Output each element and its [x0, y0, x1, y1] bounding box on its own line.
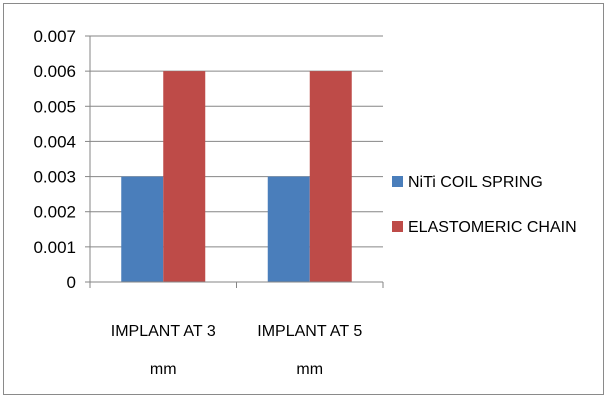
legend-swatch — [392, 176, 403, 187]
legend-label: ELASTOMERIC CHAIN — [408, 219, 577, 236]
y-tick-label: 0.006 — [33, 62, 76, 81]
y-tick-label: 0.004 — [33, 132, 76, 151]
y-tick-label: 0 — [67, 273, 76, 292]
y-tick-label: 0.003 — [33, 168, 76, 187]
y-tick-label: 0.001 — [33, 238, 76, 257]
bar — [121, 176, 164, 282]
y-tick-labels: 0 0.001 0.002 0.003 0.004 0.005 0.006 0.007 — [33, 27, 76, 292]
axes — [85, 35, 384, 288]
legend: NiTi COIL SPRING ELASTOMERIC CHAIN — [392, 174, 577, 236]
bar — [267, 176, 310, 282]
legend-swatch — [392, 221, 403, 232]
x-category-label: mm — [296, 361, 323, 378]
y-tick-label: 0.005 — [33, 97, 76, 116]
bar — [309, 71, 352, 283]
bars — [121, 71, 352, 283]
legend-label: NiTi COIL SPRING — [408, 174, 543, 191]
y-tick-label: 0.007 — [33, 27, 76, 46]
y-tick-label: 0.002 — [33, 203, 76, 222]
x-category-label: IMPLANT AT 5 — [257, 323, 362, 340]
x-category-label: IMPLANT AT 3 — [111, 323, 216, 340]
x-category-labels: IMPLANT AT 3 mm IMPLANT AT 5 mm — [111, 323, 363, 378]
bar — [163, 71, 206, 283]
x-category-label: mm — [150, 361, 177, 378]
